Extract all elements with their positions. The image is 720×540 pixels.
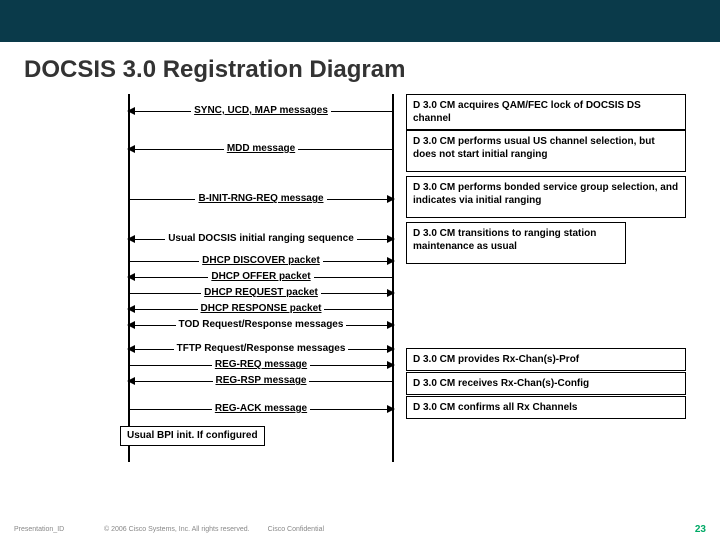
copyright: © 2006 Cisco Systems, Inc. All rights re… [104,526,250,533]
message-row: REG-RSP message [128,374,394,388]
arrowhead-left-icon [127,107,135,115]
arrowhead-right-icon [387,195,395,203]
annotation-box: D 3.0 CM confirms all Rx Channels [406,396,686,419]
annotation-box: D 3.0 CM acquires QAM/FEC lock of DOCSIS… [406,94,686,130]
arrowhead-right-icon [387,345,395,353]
annotation-box: D 3.0 CM receives Rx-Chan(s)-Config [406,372,686,395]
message-label: DHCP REQUEST packet [201,287,321,299]
message-label: MDD message [224,143,298,155]
message-row: DHCP REQUEST packet [128,286,394,300]
arrowhead-right-icon [387,405,395,413]
arrowhead-right-icon [387,289,395,297]
message-label: REG-REQ message [212,359,310,371]
message-label: DHCP RESPONSE packet [198,303,325,315]
message-label: TOD Request/Response messages [176,319,347,331]
arrowhead-right-icon [387,257,395,265]
message-row: TFTP Request/Response messages [128,342,394,356]
message-label: TFTP Request/Response messages [174,343,349,355]
message-label: REG-RSP message [213,375,310,387]
arrowhead-left-icon [127,377,135,385]
confidential: Cisco Confidential [268,526,324,533]
message-row: REG-REQ message [128,358,394,372]
title-bar [0,0,720,42]
message-label: SYNC, UCD, MAP messages [191,105,331,117]
message-row: REG-ACK message [128,402,394,416]
bpi-box: Usual BPI init. If configured [120,426,265,446]
footer: Presentation_ID © 2006 Cisco Systems, In… [0,518,720,540]
annotation-box: D 3.0 CM transitions to ranging station … [406,222,626,264]
message-row: SYNC, UCD, MAP messages [128,104,394,118]
arrowhead-left-icon [127,305,135,313]
message-row: DHCP DISCOVER packet [128,254,394,268]
arrowhead-left-icon [127,321,135,329]
message-label: DHCP DISCOVER packet [199,255,323,267]
arrowhead-left-icon [127,235,135,243]
message-row: DHCP OFFER packet [128,270,394,284]
message-label: REG-ACK message [212,403,310,415]
message-row: Usual DOCSIS initial ranging sequence [128,232,394,246]
page-title: DOCSIS 3.0 Registration Diagram [0,42,720,94]
annotation-box: D 3.0 CM performs usual US channel selec… [406,130,686,172]
message-row: TOD Request/Response messages [128,318,394,332]
arrowhead-left-icon [127,273,135,281]
arrowhead-left-icon [127,345,135,353]
arrowhead-right-icon [387,361,395,369]
sequence-diagram: SYNC, UCD, MAP messages MDD message B-INIT… [0,94,720,510]
message-label: B-INIT-RNG-REQ message [195,193,326,205]
message-label: Usual DOCSIS initial ranging sequence [165,233,357,245]
annotation-box: D 3.0 CM provides Rx-Chan(s)-Prof [406,348,686,371]
arrowhead-right-icon [387,321,395,329]
message-row: MDD message [128,142,394,156]
message-row: B-INIT-RNG-REQ message [128,192,394,206]
page-number: 23 [695,524,706,535]
message-label: DHCP OFFER packet [208,271,313,283]
arrowhead-right-icon [387,235,395,243]
arrowhead-left-icon [127,145,135,153]
presentation-id: Presentation_ID [14,526,104,533]
annotation-box: D 3.0 CM performs bonded service group s… [406,176,686,218]
message-row: DHCP RESPONSE packet [128,302,394,316]
